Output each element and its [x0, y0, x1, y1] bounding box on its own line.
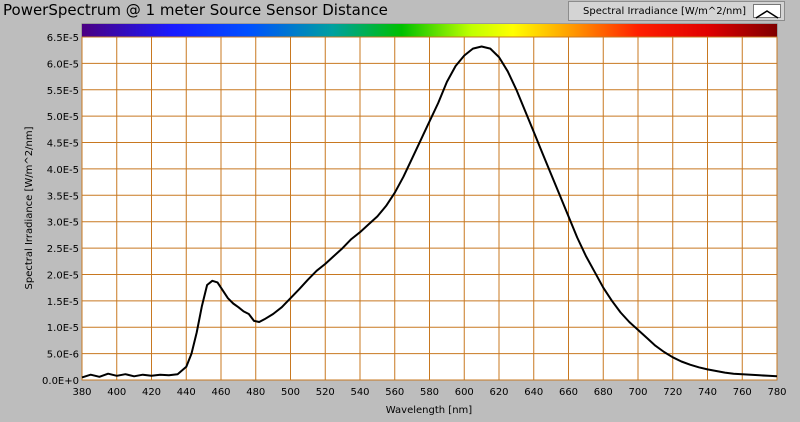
x-tick-label: 720	[663, 387, 682, 398]
x-tick-label: 520	[316, 387, 335, 398]
x-tick-label: 780	[767, 387, 786, 398]
y-tick-label: 6.0E-5	[47, 59, 79, 70]
y-axis-label: Spectral Irradiance [W/m^2/nm]	[24, 126, 35, 289]
y-tick-label: 0.0E+0	[42, 376, 79, 387]
x-tick-labels: 380 400 420 440 460 480 500 520 540 560 580 600 620 6…	[72, 387, 786, 398]
y-tick-label: 3.0E-5	[47, 218, 79, 229]
legend-label: Spectral Irradiance [W/m^2/nm]	[583, 5, 746, 17]
x-tick-label: 640	[524, 387, 543, 398]
x-tick-label: 660	[559, 387, 578, 398]
y-tick-label: 6.5E-5	[47, 33, 79, 44]
x-tick-label: 540	[350, 387, 369, 398]
x-tick-label: 400	[107, 387, 126, 398]
x-tick-label: 440	[177, 387, 196, 398]
x-tick-label: 620	[489, 387, 508, 398]
x-tick-label: 740	[698, 387, 717, 398]
y-tick-label: 1.5E-5	[47, 297, 79, 308]
grid	[81, 36, 778, 381]
x-tick-label: 580	[420, 387, 439, 398]
y-tick-label: 1.0E-5	[47, 323, 79, 334]
x-tick-label: 380	[72, 387, 91, 398]
x-tick-label: 500	[281, 387, 300, 398]
spectrum-color-band	[82, 24, 777, 37]
y-tick-label: 3.5E-5	[47, 191, 79, 202]
x-tick-label: 480	[246, 387, 265, 398]
x-tick-label: 600	[455, 387, 474, 398]
x-tick-label: 760	[733, 387, 752, 398]
y-tick-label: 5.5E-5	[47, 86, 79, 97]
series-line	[81, 45, 778, 379]
line-swatch-icon	[753, 4, 781, 19]
legend[interactable]: Spectral Irradiance [W/m^2/nm]	[568, 1, 785, 21]
y-tick-label: 2.0E-5	[47, 270, 79, 281]
x-axis-label: Wavelength [nm]	[386, 405, 472, 416]
y-tick-label: 4.5E-5	[47, 139, 79, 150]
y-tick-label: 5.0E-6	[47, 350, 79, 361]
x-tick-label: 420	[142, 387, 161, 398]
y-tick-labels: 0.0E+0 5.0E-6 1.0E-5 1.5E-5 2.0E-5 2.5E-5 3.0E…	[42, 33, 79, 387]
y-tick-label: 2.5E-5	[47, 244, 79, 255]
x-tick-label: 700	[628, 387, 647, 398]
x-tick-label: 560	[385, 387, 404, 398]
chart-title: PowerSpectrum @ 1 meter Source Sensor Di…	[3, 1, 388, 19]
y-tick-label: 5.0E-5	[47, 112, 79, 123]
y-tick-label: 4.0E-5	[47, 165, 79, 176]
x-tick-label: 680	[594, 387, 613, 398]
x-tick-label: 460	[211, 387, 230, 398]
